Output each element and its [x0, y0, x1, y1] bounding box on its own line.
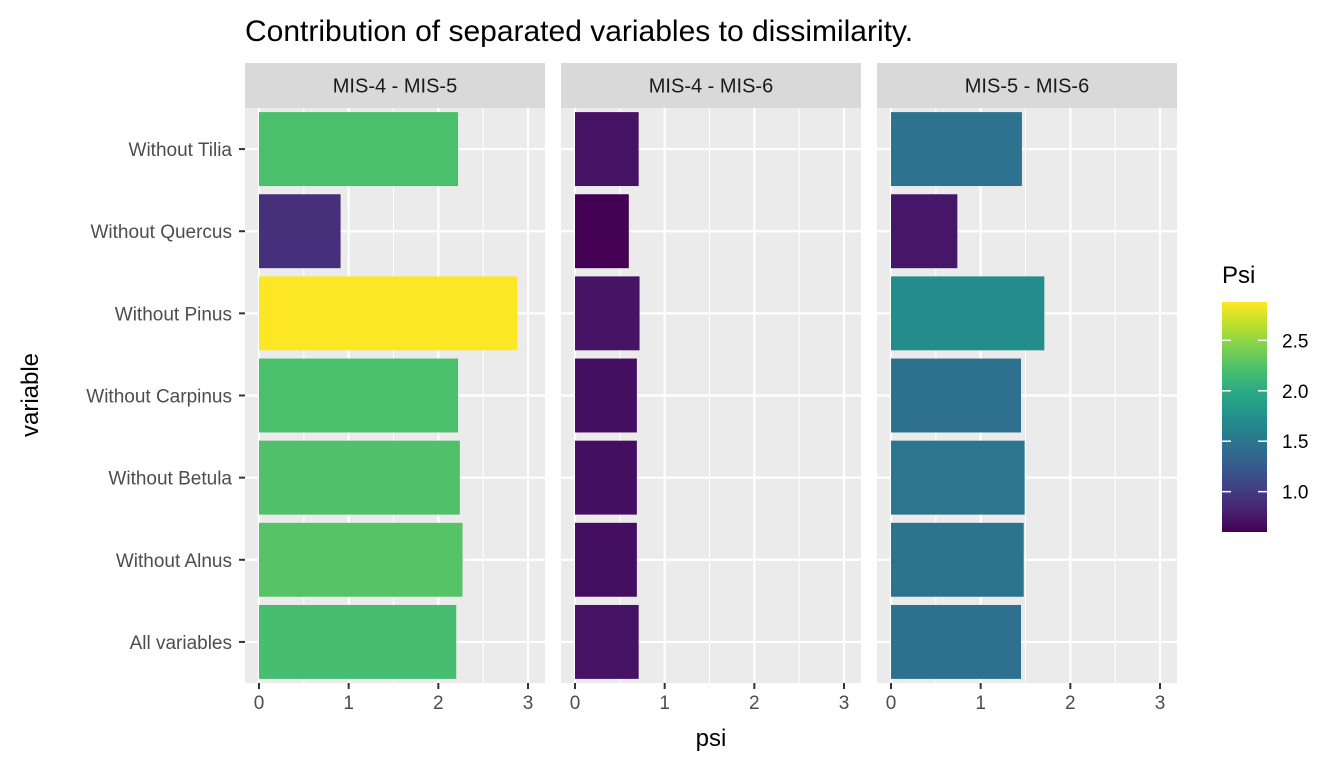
facet-strip-label: MIS-4 - MIS-6	[649, 76, 773, 98]
x-tick-label: 1	[343, 693, 354, 714]
y-tick-label: All variables	[130, 633, 232, 654]
y-tick-label: Without Pinus	[115, 304, 232, 325]
bar	[575, 522, 637, 597]
legend-tick-label: 2.0	[1282, 382, 1308, 403]
legend-tick-label: 1.0	[1282, 483, 1308, 504]
bar	[259, 604, 457, 679]
legend: Psi 1.0 1.5 2.0 2.5	[1222, 262, 1308, 532]
x-axis-title: psi	[696, 725, 727, 752]
bar	[259, 112, 459, 187]
bar	[575, 604, 639, 679]
x-tick-label: 2	[1065, 693, 1076, 714]
bar	[259, 522, 463, 597]
bar	[259, 276, 518, 351]
x-tick-label: 2	[749, 693, 760, 714]
facet-strip	[245, 63, 545, 108]
x-tick-label: 0	[886, 693, 897, 714]
y-tick-label: Without Alnus	[116, 551, 232, 572]
x-tick-label: 0	[254, 693, 265, 714]
x-tick-label: 3	[839, 693, 850, 714]
x-tick-label: 1	[659, 693, 670, 714]
bar	[891, 358, 1022, 433]
legend-tick-label: 1.5	[1282, 432, 1308, 453]
facet-panel: MIS-4 - MIS-5 0 1 2 3	[245, 63, 545, 714]
bar	[891, 522, 1024, 597]
x-tick-label: 3	[523, 693, 534, 714]
bar	[891, 440, 1025, 515]
bar	[891, 604, 1022, 679]
x-tick-label: 2	[433, 693, 444, 714]
bar	[259, 358, 459, 433]
colorbar	[1222, 302, 1267, 532]
bar	[575, 276, 640, 351]
y-tick-label: Without Tilia	[129, 140, 233, 161]
y-tick-label: Without Quercus	[91, 222, 233, 243]
bar	[891, 112, 1022, 187]
y-tick-label: Without Carpinus	[86, 387, 232, 408]
x-tick-label: 1	[975, 693, 986, 714]
bar	[575, 194, 629, 269]
x-tick-label: 0	[570, 693, 581, 714]
y-axis: All variables Without Alnus Without Betula…	[86, 140, 245, 654]
chart-title: Contribution of separated variables to d…	[245, 15, 913, 48]
y-axis-title: variable	[17, 353, 44, 437]
x-tick-label: 3	[1155, 693, 1166, 714]
bar	[891, 276, 1045, 351]
bar	[575, 112, 639, 187]
bar	[891, 194, 958, 269]
facet-panel: MIS-5 - MIS-6 0 1 2 3	[877, 63, 1177, 714]
facet-strip-label: MIS-5 - MIS-6	[965, 76, 1089, 98]
bar	[575, 358, 637, 433]
facet-panel: MIS-4 - MIS-6 0 1 2 3	[561, 63, 861, 714]
bar	[259, 194, 341, 269]
legend-title: Psi	[1222, 262, 1255, 289]
facet-strip-label: MIS-4 - MIS-5	[333, 76, 457, 98]
bar	[575, 440, 637, 515]
bar	[259, 440, 460, 515]
facet-strip	[561, 63, 861, 108]
legend-tick-label: 2.5	[1282, 331, 1308, 352]
y-tick-label: Without Betula	[108, 469, 232, 490]
facet-strip	[877, 63, 1177, 108]
